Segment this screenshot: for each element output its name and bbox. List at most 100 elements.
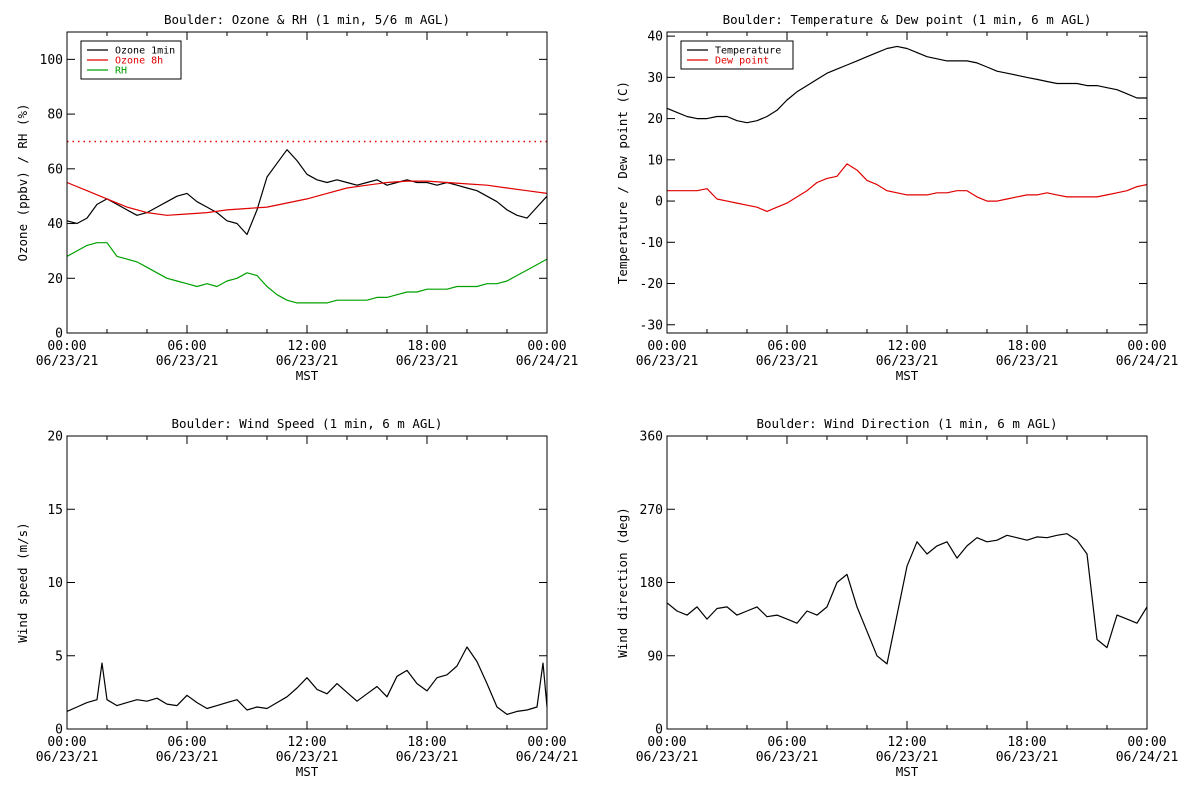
legend-label: Temperature bbox=[715, 46, 781, 57]
x-tick-label-time: 00:00 bbox=[647, 735, 686, 750]
legend-box bbox=[680, 40, 794, 70]
x-tick-label-time: 00:00 bbox=[527, 339, 566, 354]
x-tick-label-time: 00:00 bbox=[1127, 339, 1166, 354]
x-tick-label-date: 06/24/21 bbox=[516, 354, 579, 369]
x-tick-label-date: 06/23/21 bbox=[636, 354, 699, 369]
x-tick-label-time: 12:00 bbox=[287, 735, 326, 750]
x-tick-label-time: 06:00 bbox=[767, 339, 806, 354]
plot-frame bbox=[666, 31, 1148, 334]
x-tick-label-date: 06/23/21 bbox=[876, 750, 939, 765]
x-tick-label-date: 06/23/21 bbox=[36, 354, 99, 369]
y-tick-label: 40 bbox=[47, 217, 63, 232]
y-tick-label: 90 bbox=[647, 649, 663, 664]
chart-panel-1: Boulder: Ozone & RH (1 min, 5/6 m AGL) 0 2… bbox=[15, 12, 578, 383]
x-tick-label-date: 06/23/21 bbox=[636, 750, 699, 765]
y-tick-label: 80 bbox=[47, 108, 63, 123]
x-tick-label-time: 18:00 bbox=[1007, 339, 1046, 354]
x-tick-label-date: 06/23/21 bbox=[276, 354, 339, 369]
x-axis-label: MST bbox=[296, 368, 319, 383]
x-axis-label: MST bbox=[896, 368, 919, 383]
chart-panel-3: Boulder: Wind Speed (1 min, 6 m AGL) 0 5 10… bbox=[15, 416, 578, 779]
chart-title: Boulder: Temperature & Dew point (1 min,… bbox=[723, 12, 1092, 27]
x-tick-label-date: 06/23/21 bbox=[36, 750, 99, 765]
x-tick-label-date: 06/23/21 bbox=[396, 750, 459, 765]
legend-label: Dew point bbox=[715, 56, 769, 67]
legend-label: Ozone 1min bbox=[115, 46, 175, 57]
x-tick-label-date: 06/24/21 bbox=[1116, 750, 1179, 765]
x-axis-label: MST bbox=[296, 764, 319, 779]
x-tick-label-time: 12:00 bbox=[887, 735, 926, 750]
x-tick-label-date: 06/23/21 bbox=[396, 354, 459, 369]
x-tick-label-time: 18:00 bbox=[407, 735, 446, 750]
x-tick-label-time: 00:00 bbox=[647, 339, 686, 354]
legend-label: Ozone 8h bbox=[115, 56, 163, 67]
x-tick-label-date: 06/23/21 bbox=[276, 750, 339, 765]
plot-frame bbox=[66, 435, 548, 730]
x-tick-label-time: 18:00 bbox=[407, 339, 446, 354]
y-tick-label: 0 bbox=[55, 723, 63, 738]
y-tick-label: 15 bbox=[47, 503, 63, 518]
y-tick-label: 30 bbox=[647, 71, 663, 86]
x-tick-label-time: 00:00 bbox=[47, 339, 86, 354]
x-axis-label: MST bbox=[896, 764, 919, 779]
plot-frame bbox=[666, 435, 1148, 730]
series-line-1 bbox=[66, 149, 548, 236]
y-tick-label: 360 bbox=[640, 430, 663, 445]
y-tick-label: 10 bbox=[47, 576, 63, 591]
x-tick-label-time: 06:00 bbox=[167, 735, 206, 750]
x-tick-label-time: 12:00 bbox=[287, 339, 326, 354]
x-tick-label-date: 06/23/21 bbox=[876, 354, 939, 369]
x-tick-label-date: 06/23/21 bbox=[996, 750, 1059, 765]
chart-panel-2: Boulder: Temperature & Dew point (1 min,… bbox=[615, 12, 1178, 383]
x-tick-label-time: 06:00 bbox=[167, 339, 206, 354]
y-tick-label: 0 bbox=[655, 723, 663, 738]
series-line-1 bbox=[666, 533, 1148, 665]
x-tick-label-date: 06/23/21 bbox=[156, 750, 219, 765]
y-tick-label: 270 bbox=[640, 503, 663, 518]
series-line-2 bbox=[667, 163, 1148, 212]
x-tick-label-time: 00:00 bbox=[527, 735, 566, 750]
chart-title: Boulder: Ozone & RH (1 min, 5/6 m AGL) bbox=[164, 12, 450, 27]
x-tick-label-date: 06/24/21 bbox=[516, 750, 579, 765]
y-axis-label: Temperature / Dew point (C) bbox=[615, 81, 630, 284]
x-tick-label-date: 06/24/21 bbox=[1116, 354, 1179, 369]
y-tick-label: -10 bbox=[640, 236, 663, 251]
y-tick-label: 20 bbox=[47, 272, 63, 287]
legend-label: RH bbox=[115, 66, 127, 77]
y-tick-label: 10 bbox=[647, 153, 663, 168]
chart-panel-4: Boulder: Wind Direction (1 min, 6 m AGL)… bbox=[615, 416, 1178, 779]
y-tick-label: 180 bbox=[640, 576, 663, 591]
y-tick-label: 5 bbox=[55, 649, 63, 664]
series-line-1 bbox=[666, 45, 1147, 124]
x-tick-label-date: 06/23/21 bbox=[156, 354, 219, 369]
plot-frame bbox=[66, 31, 548, 334]
x-tick-label-date: 06/23/21 bbox=[756, 354, 819, 369]
x-tick-label-time: 18:00 bbox=[1007, 735, 1046, 750]
x-tick-label-time: 00:00 bbox=[1127, 735, 1166, 750]
series-line-1 bbox=[66, 646, 548, 716]
y-axis-label: Wind speed (m/s) bbox=[15, 522, 30, 642]
y-tick-label: 20 bbox=[647, 112, 663, 127]
x-tick-label-date: 06/23/21 bbox=[756, 750, 819, 765]
x-tick-label-date: 06/23/21 bbox=[996, 354, 1059, 369]
x-tick-label-time: 12:00 bbox=[887, 339, 926, 354]
y-axis-label: Wind direction (deg) bbox=[615, 507, 630, 658]
y-tick-label: 100 bbox=[40, 53, 63, 68]
chart-title: Boulder: Wind Speed (1 min, 6 m AGL) bbox=[172, 416, 443, 431]
y-tick-label: -20 bbox=[640, 277, 663, 292]
chart-title: Boulder: Wind Direction (1 min, 6 m AGL) bbox=[756, 416, 1057, 431]
series-line-2 bbox=[66, 180, 548, 216]
y-tick-label: -30 bbox=[640, 318, 663, 333]
y-tick-label: 60 bbox=[47, 162, 63, 177]
x-tick-label-time: 06:00 bbox=[767, 735, 806, 750]
x-tick-label-time: 00:00 bbox=[47, 735, 86, 750]
y-tick-label: 20 bbox=[47, 430, 63, 445]
y-axis-label: Ozone (ppbv) / RH (%) bbox=[15, 103, 30, 261]
y-tick-label: 40 bbox=[647, 30, 663, 45]
series-line-3 bbox=[66, 242, 548, 304]
y-tick-label: 0 bbox=[655, 195, 663, 210]
y-tick-label: 0 bbox=[55, 327, 63, 342]
